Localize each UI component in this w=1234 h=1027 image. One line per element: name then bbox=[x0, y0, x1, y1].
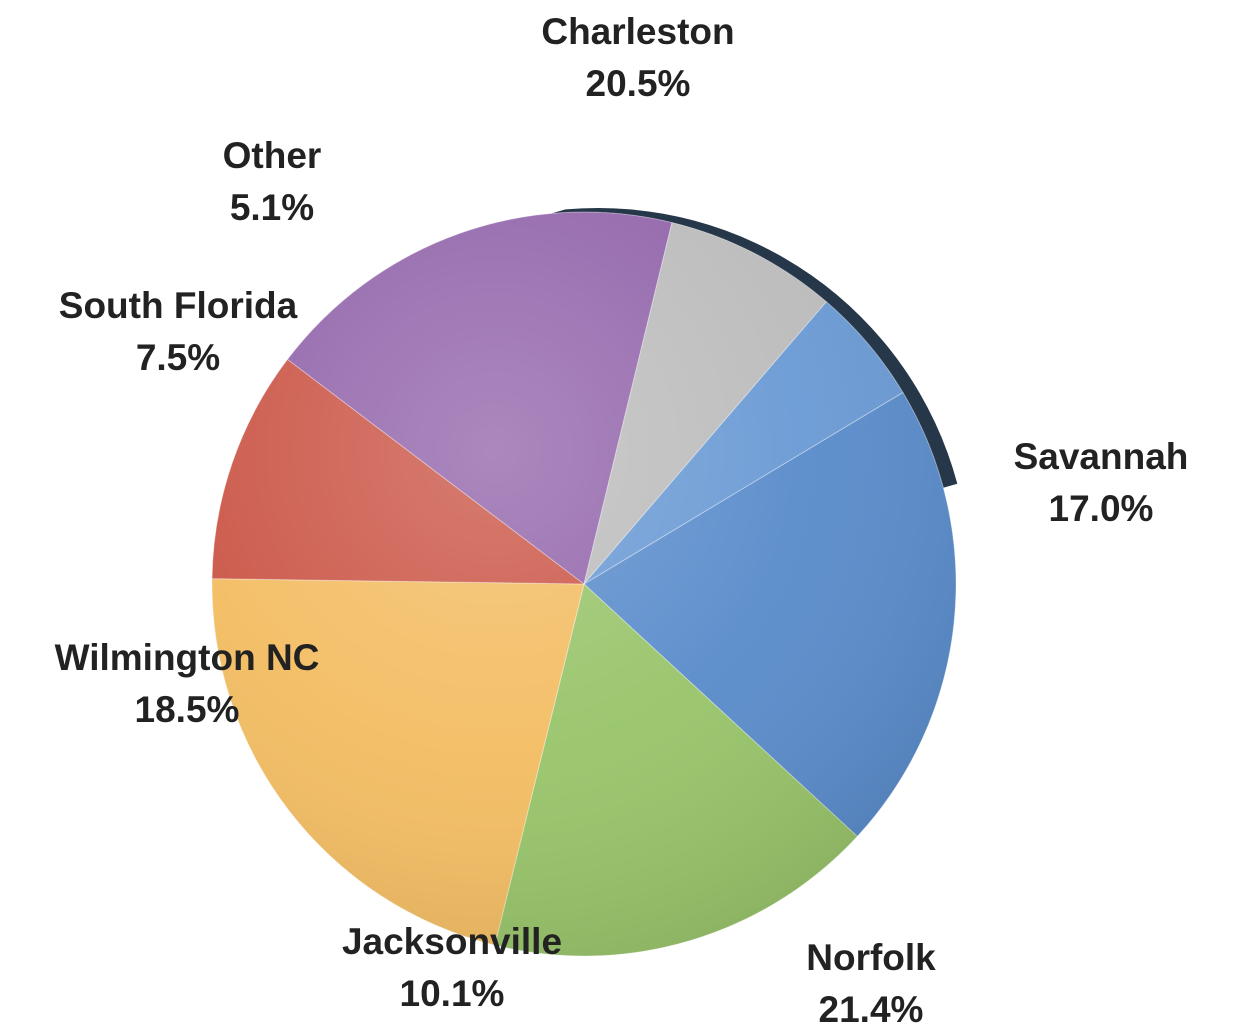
label-other-percent: 5.1% bbox=[230, 187, 314, 228]
label-jacksonville-name: Jacksonville bbox=[342, 921, 562, 962]
label-wilmington-nc-name: Wilmington NC bbox=[55, 637, 320, 678]
label-other-name: Other bbox=[223, 135, 322, 176]
label-charleston-percent: 20.5% bbox=[586, 63, 691, 104]
label-jacksonville-percent: 10.1% bbox=[400, 973, 505, 1014]
label-south-florida-percent: 7.5% bbox=[136, 337, 220, 378]
label-savannah-name: Savannah bbox=[1014, 436, 1189, 477]
label-norfolk-name: Norfolk bbox=[806, 937, 936, 978]
label-south-florida-name: South Florida bbox=[59, 285, 298, 326]
label-norfolk-percent: 21.4% bbox=[819, 989, 924, 1027]
pie-labels: Charleston 20.5% Savannah 17.0% Norfolk 21.4%… bbox=[55, 11, 1189, 1027]
label-savannah-percent: 17.0% bbox=[1049, 488, 1154, 529]
pie-slices bbox=[211, 211, 957, 957]
label-charleston-name: Charleston bbox=[541, 11, 734, 52]
label-wilmington-nc-percent: 18.5% bbox=[135, 689, 240, 730]
